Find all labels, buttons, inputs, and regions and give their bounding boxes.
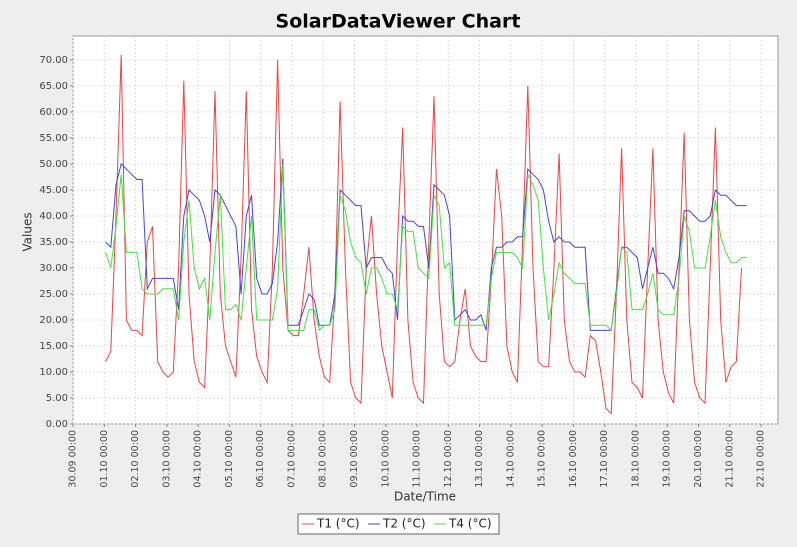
y-tick-label: 35.00 <box>39 237 68 248</box>
y-tick-label: 15.00 <box>39 341 68 352</box>
x-tick-label: 02.10 00:00 <box>130 430 141 488</box>
legend-box <box>297 513 500 535</box>
x-tick-label: 12.10 00:00 <box>443 430 454 488</box>
y-tick-label: 0.00 <box>46 419 68 430</box>
x-tick-label: 18.10 00:00 <box>630 430 641 488</box>
x-tick-label: 14.10 00:00 <box>505 430 516 488</box>
y-tick-label: 30.00 <box>39 263 68 274</box>
x-tick-label: 04.10 00:00 <box>193 430 204 488</box>
y-tick-label: 50.00 <box>39 159 68 170</box>
series-line <box>105 54 742 415</box>
x-tick-label: 19.10 00:00 <box>662 430 673 488</box>
y-tick-label: 60.00 <box>39 107 68 118</box>
x-tick-label: 15.10 00:00 <box>537 430 548 488</box>
x-axis-label: Date/Time <box>394 490 456 504</box>
x-tick-label: 03.10 00:00 <box>161 430 172 488</box>
x-tick-label: 09.10 00:00 <box>349 430 360 488</box>
y-tick-label: 65.00 <box>39 81 68 92</box>
legend-label: T2 (°C) <box>382 517 426 531</box>
x-tick-label: 10.10 00:00 <box>380 430 391 488</box>
x-tick-label: 16.10 00:00 <box>568 430 579 488</box>
x-tick-label: 06.10 00:00 <box>255 430 266 488</box>
legend-label: T4 (°C) <box>448 517 492 531</box>
y-axis-label: Values <box>21 212 35 251</box>
x-tick-label: 11.10 00:00 <box>412 430 423 488</box>
x-tick-label: 05.10 00:00 <box>224 430 235 488</box>
legend-label: T1 (°C) <box>316 517 360 531</box>
y-tick-label: 55.00 <box>39 133 68 144</box>
series-line <box>105 158 747 331</box>
chart-title: SolarDataViewer Chart <box>276 11 521 33</box>
x-tick-label: 01.10 00:00 <box>99 430 110 488</box>
x-tick-label: 22.10 00:00 <box>756 430 767 488</box>
x-tick-label: 08.10 00:00 <box>318 430 329 488</box>
y-tick-label: 45.00 <box>39 185 68 196</box>
y-tick-label: 20.00 <box>39 315 68 326</box>
x-tick-label: 30.09 00:00 <box>68 430 79 488</box>
y-tick-label: 70.00 <box>39 55 68 66</box>
x-tick-label: 21.10 00:00 <box>724 430 735 488</box>
x-tick-label: 13.10 00:00 <box>474 430 485 488</box>
plot-area <box>72 35 779 425</box>
x-tick-label: 20.10 00:00 <box>693 430 704 488</box>
x-tick-label: 07.10 00:00 <box>286 430 297 488</box>
y-tick-label: 25.00 <box>39 289 68 300</box>
y-tick-label: 5.00 <box>46 393 68 404</box>
y-tick-label: 10.00 <box>39 367 68 378</box>
x-tick-label: 17.10 00:00 <box>599 430 610 488</box>
y-tick-label: 40.00 <box>39 211 68 222</box>
series-line <box>105 163 747 332</box>
